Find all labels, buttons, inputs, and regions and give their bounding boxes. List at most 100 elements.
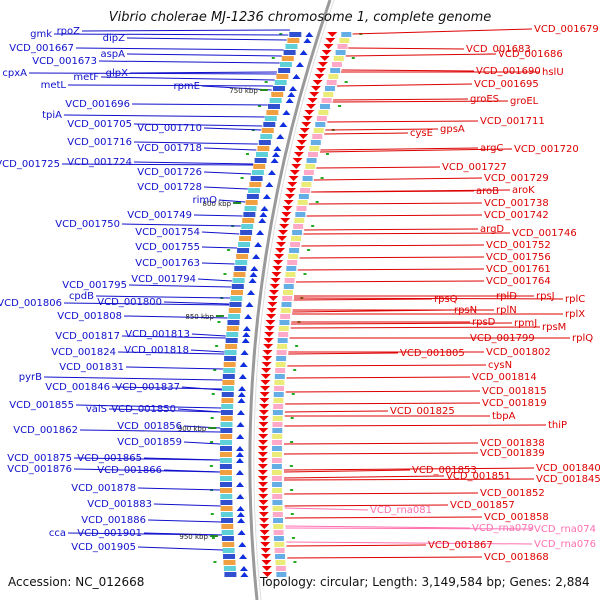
gene-label-left[interactable]: pyrB [19,372,42,383]
gene-label-right[interactable]: VCD_001729 [484,173,549,184]
gene-label-right[interactable]: VCD_001867 [428,540,493,551]
gene-label-left[interactable]: glpX [106,68,128,79]
gene-label-right[interactable]: VCD_001802 [486,347,551,358]
gene-label-left[interactable]: VCD_001875 [7,453,72,464]
rna-label[interactable]: VCD_rna076 [534,539,596,550]
gene-label-right[interactable]: VCD_001711 [480,116,545,127]
gene-label-left[interactable]: VCD_001831 [59,362,124,373]
gene-label-right[interactable]: VCD_001815 [482,386,547,397]
gene-label-right[interactable]: aroB [476,186,499,197]
gene-label-left[interactable]: VCD_001878 [71,483,136,494]
gene-label-left[interactable]: VCD_001856 [117,421,182,432]
gene-label-right[interactable]: rplQ [572,333,593,344]
gene-label-left[interactable]: cpdB [69,291,94,302]
gene-label-left[interactable]: VCD_001865 [77,453,142,464]
gene-label-left[interactable]: VCD_001755 [135,242,200,253]
gene-label-left[interactable]: aspA [100,49,125,60]
gene-label-left[interactable]: VCD_001724 [67,157,132,168]
gene-label-right[interactable]: rpsD [472,317,496,328]
gene-label-right[interactable]: rpmJ [514,318,537,329]
gene-label-right[interactable]: VCD_001805 [400,348,465,359]
gene-label-right[interactable]: VCD_001756 [486,252,551,263]
gene-label-right[interactable]: VCD_001845 [536,474,600,485]
gene-label-right[interactable]: VCD_001852 [480,488,545,499]
gene-label-right[interactable]: rpsM [542,322,566,333]
gene-label-right[interactable]: rplC [565,294,585,305]
gene-label-left[interactable]: VCD_001876 [7,464,72,475]
gene-label-right[interactable]: rplN [496,305,517,316]
rna-label[interactable]: VCD_rna074 [534,524,596,535]
gene-label-left[interactable]: gmk [30,29,52,40]
gene-label-left[interactable]: VCD_001862 [13,425,78,436]
gene-label-left[interactable]: rimO [192,195,217,206]
gene-label-right[interactable]: VCD_001738 [484,198,549,209]
gene-label-left[interactable]: VCD_001818 [124,345,189,356]
gene-label-left[interactable]: VCD_001667 [9,43,74,54]
gene-label-left[interactable]: VCD_001795 [62,280,127,291]
gene-label-left[interactable]: metF [73,72,99,83]
gene-label-right[interactable]: VCD_001857 [450,500,515,511]
gene-label-left[interactable]: VCD_001886 [81,515,146,526]
gene-label-left[interactable]: tpiA [42,110,62,121]
gene-label-left[interactable]: VCD_001850 [111,404,176,415]
gene-label-right[interactable]: VCD_001853 [412,465,477,476]
gene-label-left[interactable]: VCD_001846 [45,382,110,393]
gene-label-left[interactable]: VCD_001859 [117,437,182,448]
gene-label-right[interactable]: VCD_001720 [514,144,579,155]
gene-label-right[interactable]: rpsJ [536,291,555,302]
gene-label-right[interactable]: VCD_001742 [484,210,549,221]
gene-label-right[interactable]: groEL [510,96,539,107]
gene-label-left[interactable]: VCD_001905 [71,542,136,553]
gene-label-left[interactable]: VCD_001718 [137,143,202,154]
gene-label-right[interactable]: VCD_001814 [472,372,537,383]
gene-label-left[interactable]: VCD_001696 [65,99,130,110]
gene-label-left[interactable]: dipZ [103,33,125,44]
gene-label-right[interactable]: VCD_001690 [476,66,541,77]
gene-label-right[interactable]: VCD_001858 [484,512,549,523]
gene-label-left[interactable]: rpmE [173,81,200,92]
gene-label-left[interactable]: VCD_001673 [32,56,97,67]
gene-label-left[interactable]: VCD_001705 [67,119,132,130]
gene-label-left[interactable]: VCD_001725 [0,159,60,170]
gene-label-right[interactable]: VCD_001761 [486,264,551,275]
gene-label-left[interactable]: VCD_001763 [135,258,200,269]
gene-label-left[interactable]: VCD_001901 [77,528,142,539]
gene-label-right[interactable]: tbpA [492,411,516,422]
gene-label-right[interactable]: hslU [542,67,564,78]
gene-label-left[interactable]: VCD_001817 [55,331,120,342]
gene-label-right[interactable]: thiP [548,420,567,431]
gene-label-left[interactable]: VCD_001806 [0,298,62,309]
gene-label-right[interactable]: VCD_001764 [486,276,551,287]
gene-label-left[interactable]: cpxA [2,68,27,79]
gene-label-right[interactable]: VCD_001686 [498,49,563,60]
gene-label-left[interactable]: VCD_001837 [115,382,180,393]
gene-label-right[interactable]: rplX [565,309,585,320]
gene-label-left[interactable]: VCD_001716 [67,137,132,148]
gene-label-left[interactable]: VCD_001726 [137,167,202,178]
gene-label-left[interactable]: VCD_001750 [55,219,120,230]
gene-label-left[interactable]: VCD_001728 [137,182,202,193]
gene-label-left[interactable]: VCD_001710 [137,123,202,134]
gene-label-left[interactable]: VCD_001749 [127,210,192,221]
gene-label-right[interactable]: rpsQ [434,294,458,305]
gene-label-left[interactable]: VCD_001883 [87,499,152,510]
gene-label-right[interactable]: argC [480,143,503,154]
gene-label-right[interactable]: VCD_001840 [536,463,600,474]
gene-label-right[interactable]: VCD_001839 [480,448,545,459]
gene-label-left[interactable]: VCD_001794 [131,274,196,285]
gene-label-left[interactable]: VCD_001754 [135,227,200,238]
gene-label-right[interactable]: VCD_001683 [466,44,531,55]
gene-label-left[interactable]: VCD_001855 [9,400,74,411]
gene-label-right[interactable]: rpsN [454,305,477,316]
gene-label-left[interactable]: cca [49,528,66,539]
gene-label-right[interactable]: argD [480,224,504,235]
gene-label-right[interactable]: VCD_001727 [442,162,507,173]
gene-label-right[interactable]: VCD_001746 [512,228,577,239]
gene-label-right[interactable]: VCD_001799 [470,333,535,344]
gene-label-left[interactable]: valS [86,404,107,415]
gene-label-right[interactable]: VCD_001752 [486,240,551,251]
gene-label-right[interactable]: aroK [512,185,535,196]
gene-label-right[interactable]: groES [470,94,499,105]
gene-label-left[interactable]: VCD_001824 [51,347,116,358]
gene-label-right[interactable]: VCD_001868 [484,552,549,563]
